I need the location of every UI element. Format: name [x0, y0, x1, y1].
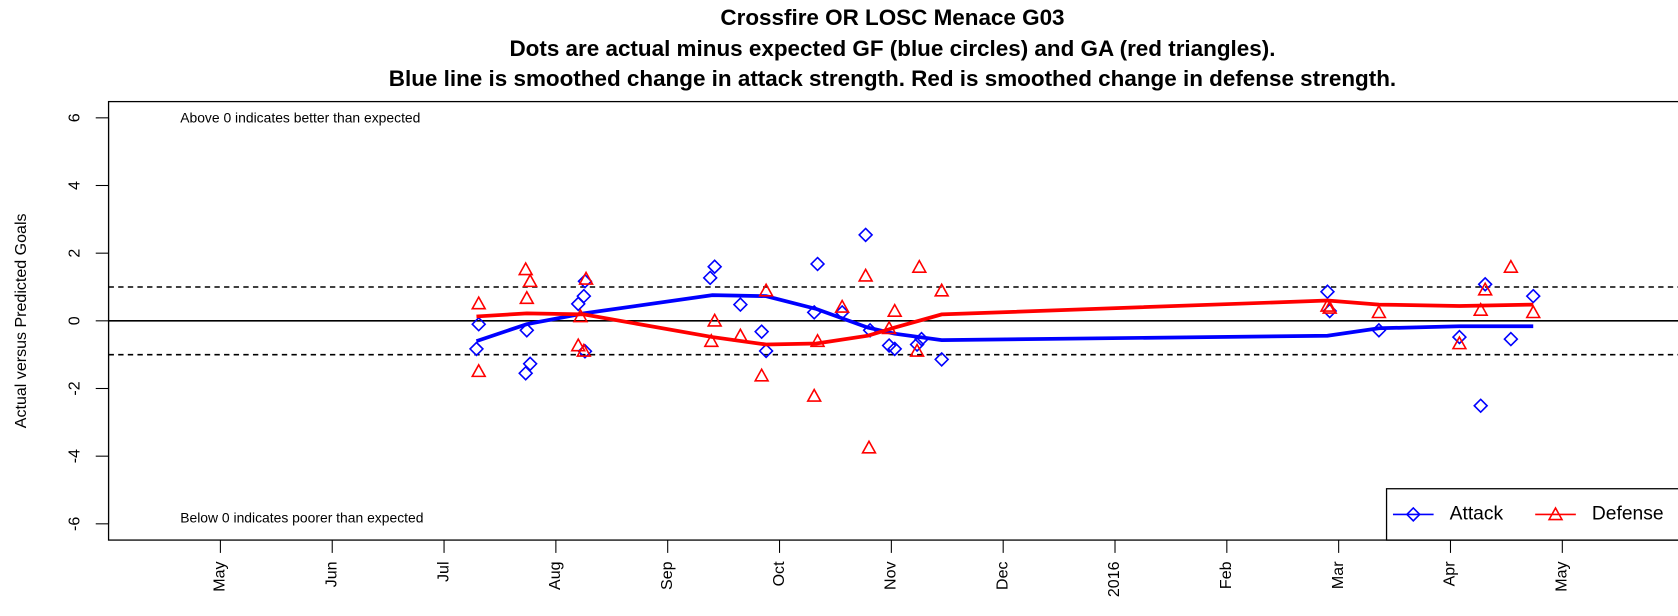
x-tick-label: Jul — [434, 561, 452, 582]
diamond-marker — [758, 343, 774, 359]
annotation: Above 0 indicates better than expected — [180, 109, 420, 125]
diamond-marker — [707, 259, 723, 275]
triangle-marker — [1503, 258, 1519, 273]
diamond-marker — [522, 356, 538, 372]
diamond-marker — [1503, 331, 1519, 347]
triangle-marker — [881, 320, 897, 335]
diamond-marker — [909, 336, 925, 353]
annotation: Below 0 indicates poorer than expected — [180, 509, 423, 525]
diamond-marker — [1451, 329, 1467, 345]
legend-box — [1385, 488, 1678, 541]
diamond-marker — [858, 227, 874, 243]
diamond-marker — [1477, 276, 1493, 292]
diamond-marker — [471, 316, 487, 332]
x-tick-label: Sep — [658, 561, 676, 590]
y-tick-label: -6 — [66, 517, 84, 531]
diamond-marker — [1525, 288, 1541, 304]
diamond-marker — [1473, 398, 1489, 414]
triangle-marker — [1451, 335, 1468, 350]
triangle-marker — [732, 327, 749, 342]
diamond-marker — [576, 288, 592, 304]
triangle-marker — [522, 273, 538, 288]
diamond-marker — [702, 270, 718, 286]
x-tick-label: Oct — [770, 561, 788, 586]
y-tick-label: 4 — [66, 181, 84, 190]
triangle-marker — [576, 342, 592, 357]
diamond-marker — [1371, 322, 1387, 338]
diamond-marker — [754, 324, 770, 340]
legend-label: Defense — [1592, 503, 1664, 524]
diamond-marker — [887, 341, 903, 357]
legend-label: Attack — [1450, 503, 1504, 524]
triangle-marker — [806, 387, 822, 402]
x-tick-label: Apr — [1441, 561, 1459, 587]
triangle-marker — [570, 337, 587, 352]
triangle-marker — [578, 270, 594, 285]
triangle-marker — [758, 282, 774, 297]
triangle-marker — [1547, 506, 1564, 521]
diamond-marker — [913, 331, 930, 347]
triangle-marker — [933, 282, 950, 297]
diamond-marker — [518, 365, 534, 381]
x-tick-label: 2016 — [1105, 561, 1123, 597]
x-tick-label: Feb — [1217, 561, 1235, 589]
chart-subtitle: Dots are actual minus expected GF (blue … — [509, 36, 1275, 61]
triangle-marker — [1525, 304, 1542, 319]
diamond-marker — [468, 341, 485, 357]
triangle-marker — [1371, 304, 1387, 319]
triangle-marker — [519, 290, 535, 305]
y-tick-label: 2 — [66, 249, 84, 258]
chart-subtitle: Blue line is smoothed change in attack s… — [389, 66, 1396, 91]
x-tick-label: Mar — [1329, 561, 1347, 589]
diamond-marker — [806, 304, 822, 320]
x-tick-label: Dec — [993, 561, 1011, 590]
chart-title: Crossfire OR LOSC Menace G03 — [720, 5, 1064, 30]
triangle-marker — [517, 261, 534, 276]
triangle-marker — [1472, 301, 1489, 316]
x-tick-label: Nov — [882, 561, 900, 590]
x-tick-label: Aug — [546, 561, 564, 590]
y-tick-label: -2 — [66, 381, 84, 395]
diamond-marker — [519, 322, 535, 338]
triangle-marker — [861, 439, 877, 454]
x-tick-label: May — [1553, 561, 1571, 591]
triangle-marker — [834, 298, 850, 313]
triangle-marker — [857, 267, 874, 282]
triangle-marker — [753, 367, 770, 382]
y-tick-label: -4 — [66, 449, 84, 463]
diamond-marker — [732, 297, 748, 313]
triangle-marker — [706, 312, 723, 327]
triangle-marker — [703, 333, 720, 348]
triangle-marker — [809, 333, 826, 348]
triangle-marker — [1477, 281, 1493, 296]
y-tick-label: 0 — [66, 316, 84, 325]
diamond-marker — [1405, 506, 1421, 522]
diamond-marker — [834, 304, 850, 320]
triangle-marker — [470, 363, 487, 378]
triangle-marker — [572, 308, 589, 323]
y-axis-label: Actual versus Predicted Goals — [12, 213, 30, 428]
triangle-marker — [886, 302, 903, 317]
diamond-marker — [809, 256, 826, 272]
x-tick-label: May — [211, 561, 229, 591]
y-tick-label: 6 — [66, 113, 84, 122]
triangle-marker — [909, 342, 925, 357]
x-tick-label: Jun — [322, 561, 340, 587]
triangle-marker — [911, 258, 928, 273]
triangle-marker — [1319, 297, 1336, 312]
triangle-marker — [1321, 299, 1338, 314]
diamond-marker — [570, 296, 586, 312]
diamond-marker — [934, 351, 950, 367]
triangle-marker — [470, 295, 487, 310]
